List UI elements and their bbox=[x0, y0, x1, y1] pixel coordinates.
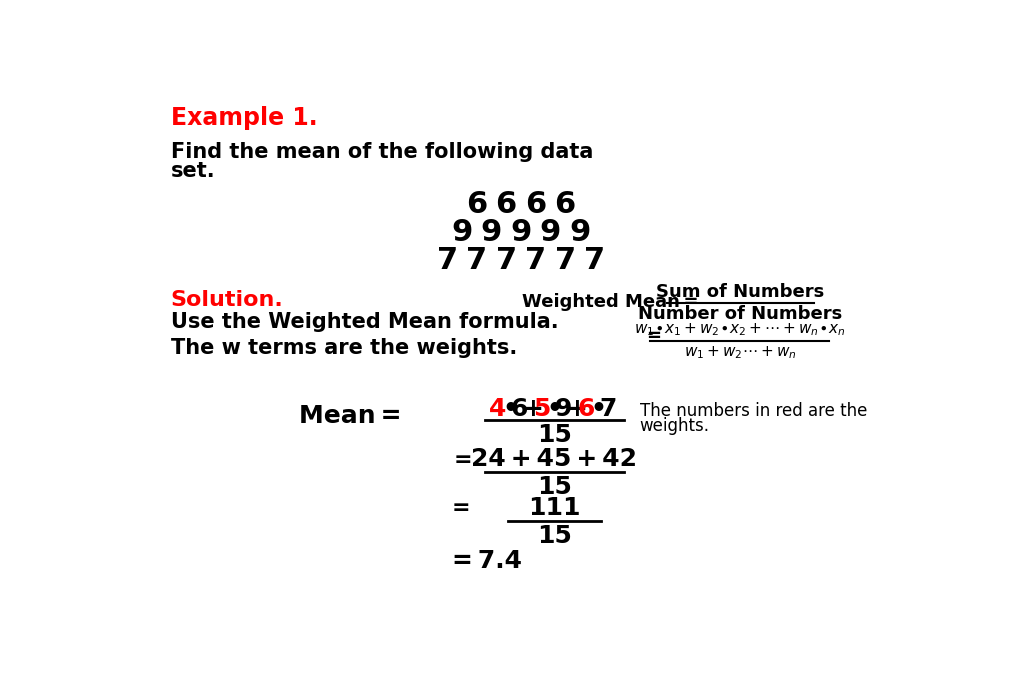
Text: 6: 6 bbox=[525, 190, 546, 219]
Text: = 7.4: = 7.4 bbox=[452, 549, 522, 573]
Text: 9: 9 bbox=[452, 218, 473, 247]
Text: 9: 9 bbox=[569, 218, 591, 247]
Text: 9: 9 bbox=[481, 218, 502, 247]
Text: Find the mean of the following data: Find the mean of the following data bbox=[171, 141, 593, 162]
Text: 24 + 45 + 42: 24 + 45 + 42 bbox=[471, 447, 637, 471]
Text: 7: 7 bbox=[599, 397, 616, 421]
Text: 7: 7 bbox=[466, 246, 487, 274]
Text: 15: 15 bbox=[537, 423, 571, 447]
Text: Sum of Numbers: Sum of Numbers bbox=[656, 283, 824, 301]
Text: +: + bbox=[566, 397, 588, 421]
Text: 9: 9 bbox=[540, 218, 561, 247]
Text: •: • bbox=[591, 397, 606, 421]
Text: $\mathit{w}_1\!\bullet\!\mathit{x}_1+\mathit{w}_2\!\bullet\!\mathit{x}_2+\cdots+: $\mathit{w}_1\!\bullet\!\mathit{x}_1+\ma… bbox=[635, 321, 846, 338]
Text: Number of Numbers: Number of Numbers bbox=[638, 305, 843, 323]
Text: The numbers in red are the: The numbers in red are the bbox=[640, 402, 867, 420]
Text: 7: 7 bbox=[555, 246, 575, 274]
Text: 6: 6 bbox=[511, 397, 528, 421]
Text: 7: 7 bbox=[437, 246, 458, 274]
Text: 6: 6 bbox=[554, 190, 575, 219]
Text: •: • bbox=[547, 397, 562, 421]
Text: +: + bbox=[522, 397, 544, 421]
Text: •: • bbox=[503, 397, 518, 421]
Text: Mean =: Mean = bbox=[299, 403, 401, 428]
Text: 4: 4 bbox=[489, 397, 507, 421]
Text: set.: set. bbox=[171, 161, 215, 181]
Text: 7: 7 bbox=[584, 246, 605, 274]
Text: 7: 7 bbox=[525, 246, 546, 274]
Text: 15: 15 bbox=[537, 475, 571, 499]
Text: weights.: weights. bbox=[640, 417, 710, 435]
Text: 7: 7 bbox=[496, 246, 517, 274]
Text: 9: 9 bbox=[555, 397, 572, 421]
Text: The w terms are the weights.: The w terms are the weights. bbox=[171, 338, 517, 358]
Text: Solution.: Solution. bbox=[171, 290, 284, 310]
Text: =: = bbox=[452, 498, 471, 518]
Text: 6: 6 bbox=[578, 397, 595, 421]
Text: 5: 5 bbox=[534, 397, 551, 421]
Text: Weighted Mean =: Weighted Mean = bbox=[521, 293, 698, 312]
Text: 6: 6 bbox=[466, 190, 487, 219]
Text: $\mathit{w}_1+\mathit{w}_2\cdots+\mathit{w}_n$: $\mathit{w}_1+\mathit{w}_2\cdots+\mathit… bbox=[684, 344, 797, 361]
Text: =: = bbox=[646, 328, 660, 345]
Text: 111: 111 bbox=[528, 496, 581, 520]
Text: =: = bbox=[454, 450, 472, 470]
Text: 15: 15 bbox=[537, 524, 571, 547]
Text: Example 1.: Example 1. bbox=[171, 106, 317, 130]
Text: 9: 9 bbox=[510, 218, 531, 247]
Text: 6: 6 bbox=[496, 190, 517, 219]
Text: Use the Weighted Mean formula.: Use the Weighted Mean formula. bbox=[171, 312, 558, 332]
